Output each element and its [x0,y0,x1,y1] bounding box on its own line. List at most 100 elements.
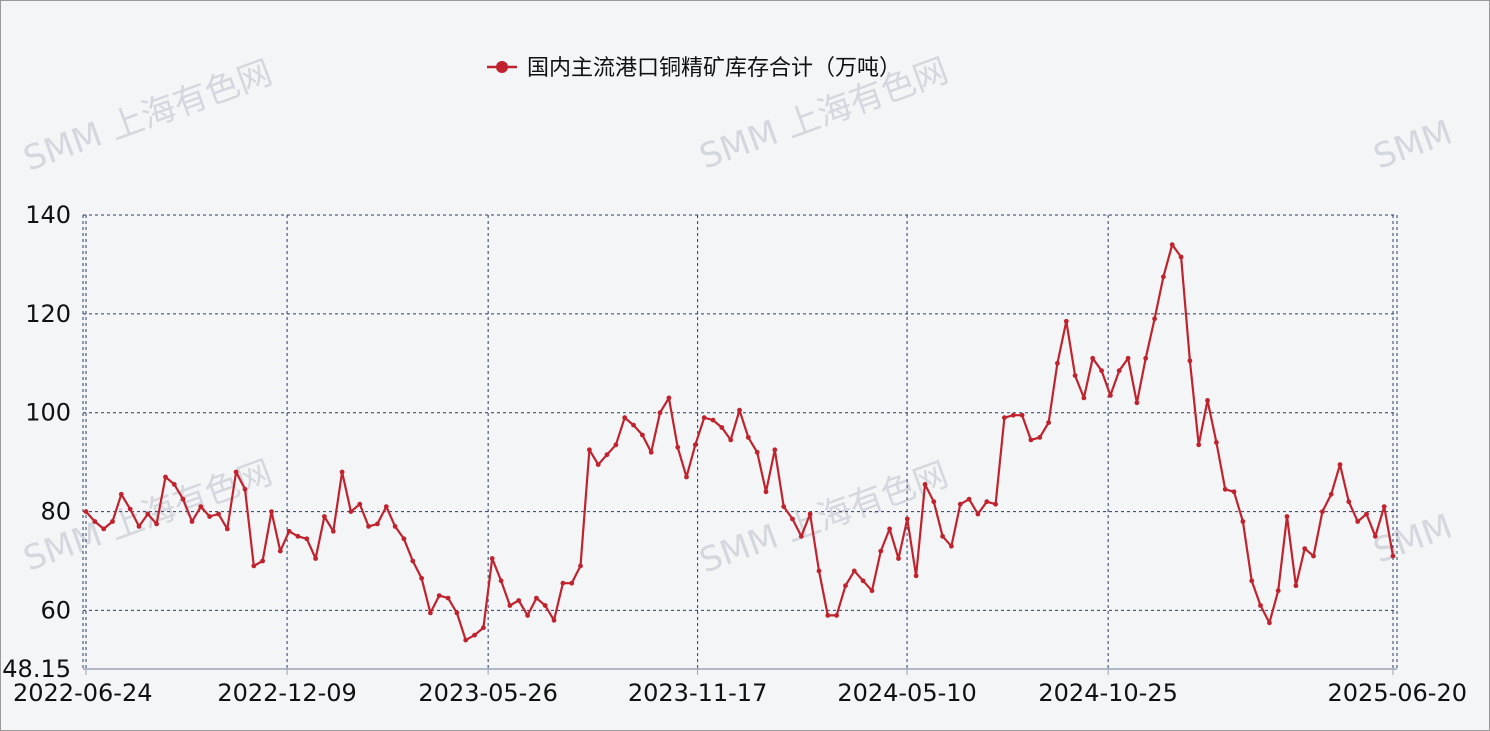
data-point [1116,368,1122,374]
data-point [489,556,495,561]
y-tick-label: 48.15 [2,655,71,683]
data-point [904,516,910,522]
data-point [207,514,213,519]
data-point [772,447,778,453]
data-point [1055,360,1060,366]
data-point [1046,420,1051,425]
data-point [233,469,239,475]
data-point [966,496,972,502]
data-point [1311,553,1316,559]
data-point [1152,316,1157,322]
data-point [1337,462,1343,467]
data-point [392,524,398,529]
data-point [189,519,195,524]
data-point [154,521,160,527]
data-point [1037,435,1043,440]
y-tick-label: 100 [25,399,71,427]
legend-series-label: 国内主流港口铜精矿库存合计（万吨） [527,56,901,81]
data-point [1320,509,1325,514]
data-point [198,504,204,509]
data-point [913,573,919,579]
data-point [1381,504,1387,509]
data-point [975,511,981,517]
data-point [675,444,681,450]
x-axis-labels: 2022-06-24 2022-12-09 2023-05-26 2023-11-17… [13,679,1467,707]
data-point [587,447,592,453]
data-point [383,504,389,509]
data-point [1275,588,1281,594]
data-point [1355,519,1361,524]
data-point [684,474,689,480]
data-point [719,425,725,430]
y-tick-label: 80 [40,498,71,526]
data-point [869,588,875,594]
data-point [613,442,619,448]
data-point [763,489,769,495]
data-point [1231,489,1237,495]
data-point [445,595,451,601]
legend: 国内主流港口铜精矿库存合计（万吨） [487,56,901,81]
x-tick-label: 2024-10-25 [1038,679,1177,707]
data-point [83,509,89,514]
data-point [481,625,486,631]
data-point [101,526,107,532]
data-point [330,528,336,534]
data-point [604,452,610,458]
data-point [754,449,760,455]
x-tick-label: 2023-11-17 [628,679,767,707]
data-point [180,496,186,502]
data-point [1258,603,1263,608]
data-point [1161,274,1166,280]
data-point [1125,355,1131,361]
data-point [163,474,168,480]
data-point [692,442,698,448]
data-point [92,519,98,524]
legend-series-marker [496,61,508,73]
data-point [348,509,354,514]
data-point [1328,491,1334,497]
y-axis-labels: 140 120 100 80 60 48.15 [2,201,71,683]
data-point [1108,393,1113,398]
data-point [640,432,645,438]
data-point [781,504,787,509]
data-point [551,617,557,623]
x-tick-label: 2022-06-24 [13,679,152,707]
data-point [472,632,477,638]
watermark: SMM 上海有色网 [18,53,277,180]
series-layer [83,242,1396,643]
data-point [578,563,583,569]
data-point [1346,499,1352,505]
watermark-layer: SMM 上海有色网 SMM 上海有色网 SMM SMM 上海有色网 SMM 上海… [18,51,1457,582]
data-point [136,524,142,529]
data-point [295,533,301,539]
data-point [860,578,866,584]
data-point [145,511,151,517]
data-point [957,501,963,507]
data-point [798,533,804,539]
data-point [1143,355,1149,361]
data-point [595,462,601,467]
data-point [1196,442,1202,448]
data-point [922,482,928,487]
data-point [410,558,416,564]
data-point [851,568,857,574]
data-point [1063,318,1069,324]
axes [83,668,1397,675]
data-point [745,435,751,440]
data-point [127,506,133,512]
data-point [1302,546,1308,551]
data-point [737,407,742,413]
data-point [1099,368,1104,374]
data-point [728,437,734,443]
data-point [816,568,822,574]
data-point [843,583,848,589]
data-point [666,395,672,401]
data-point [560,580,566,586]
data-point [419,575,424,581]
data-point [171,482,177,487]
data-point [1019,412,1025,418]
data-point [1240,519,1246,524]
data-point [375,521,380,527]
data-point [339,469,345,475]
